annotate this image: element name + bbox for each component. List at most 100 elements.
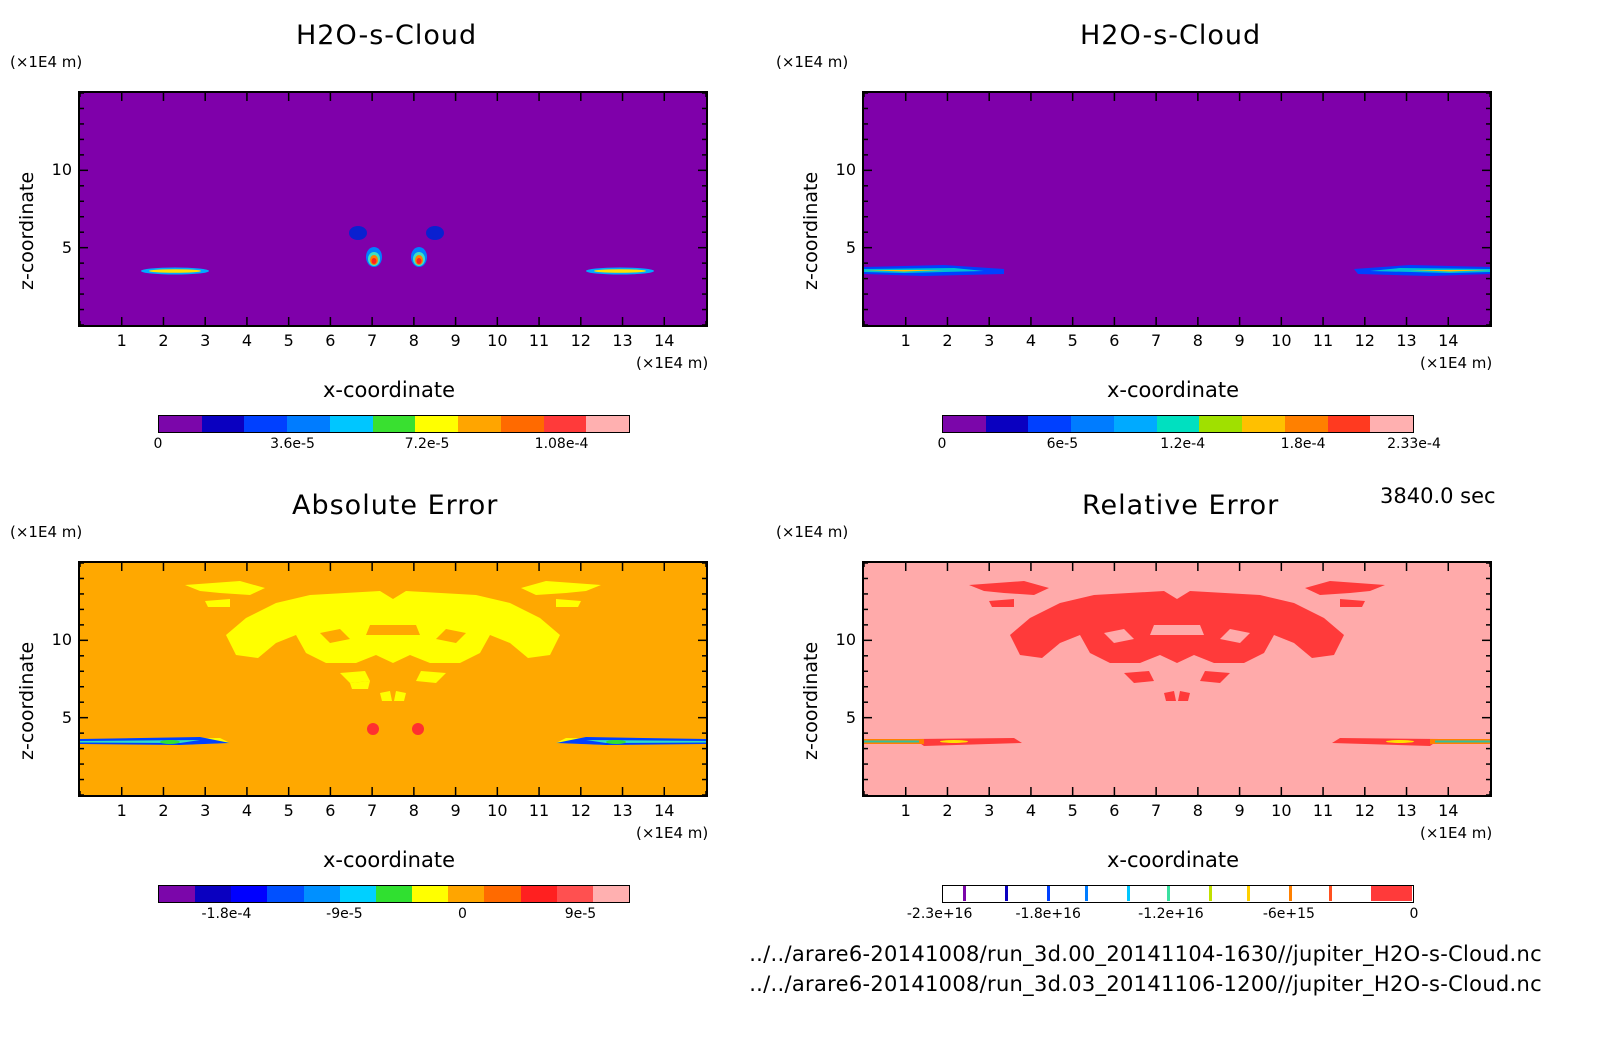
colorbar-tick-label: -9e-5 (326, 906, 363, 922)
x-tick-label: 8 (1192, 331, 1203, 350)
colorbar-tick-label: -1.8e+16 (1015, 906, 1081, 922)
x-tick-label: 8 (408, 331, 419, 350)
x-tick-label: 1 (900, 801, 911, 820)
footer-file-path-1: ../../arare6-20141008/run_3d.00_20141104… (749, 942, 1542, 966)
panel3-plot-area (78, 561, 708, 797)
panel1-convective-cells (349, 226, 444, 267)
colorbar-swatch (195, 886, 232, 902)
x-tick-label: 2 (942, 801, 953, 820)
x-tick-label: 4 (241, 331, 253, 350)
panel4-plot-area (862, 561, 1492, 797)
z-tick-label: 5 (845, 707, 856, 727)
panel2-field-background (864, 93, 1490, 325)
x-tick-label: 14 (654, 331, 675, 350)
colorbar-swatch (244, 416, 288, 432)
panel3-layer-anomaly-right (556, 737, 706, 745)
colorbar-swatch (1284, 416, 1328, 432)
colorbar-swatch (231, 886, 268, 902)
x-tick-label: 9 (1234, 331, 1245, 350)
panel3-red-cells (367, 723, 424, 735)
x-tick-label: 2 (158, 331, 169, 350)
x-tick-label: 2 (942, 331, 953, 350)
colorbar-tick-label: 2.33e-4 (1387, 436, 1441, 452)
colorbar-swatch (412, 886, 449, 902)
x-tick-label: 10 (487, 331, 508, 350)
colorbar-tick-label: -6e+15 (1262, 906, 1315, 922)
colorbar-tick-label: 0 (1409, 906, 1419, 922)
z-tick-label: 10 (835, 630, 856, 650)
x-tick-label: 1 (900, 331, 911, 350)
x-tick-label: 9 (1234, 801, 1245, 820)
panel4-z-axis-label: z-coordinate (800, 641, 822, 760)
panel2-plot-area (862, 91, 1492, 327)
colorbar-tick-label: -1.2e+16 (1138, 906, 1204, 922)
colorbar-tick-label: 6e-5 (1046, 436, 1079, 452)
x-tick-label: 6 (325, 801, 336, 820)
colorbar-swatch (1113, 416, 1157, 432)
panel4-pink-holes (1104, 625, 1250, 643)
panel1-plot-area (78, 91, 708, 327)
colorbar-tick-label: 1.08e-4 (534, 436, 589, 452)
z-tick-label: 5 (845, 237, 856, 257)
panel4-colorbar (942, 885, 1414, 903)
x-tick-label: 10 (1271, 331, 1292, 350)
x-tick-label: 3 (200, 801, 211, 820)
panel1-z-unit: (×1E4 m) (10, 53, 83, 71)
panel2-colorbar (942, 415, 1414, 433)
panel1-cloud-layer-right (586, 267, 654, 275)
colorbar-tick-label: 3.6e-5 (270, 436, 315, 452)
colorbar-tick-label: 0 (457, 906, 467, 922)
x-tick-label: 8 (1192, 801, 1203, 820)
x-tick-label: 13 (612, 331, 633, 350)
colorbar-swatch (159, 416, 202, 432)
x-tick-label: 13 (1396, 801, 1417, 820)
colorbar-tick-label: 1.2e-4 (1160, 436, 1206, 452)
colorbar-swatch (943, 416, 986, 432)
colorbar-swatch (458, 416, 501, 432)
x-tick-label: 4 (1025, 331, 1037, 350)
panel3-z-unit: (×1E4 m) (10, 523, 83, 541)
panel4-field-background (864, 563, 1490, 795)
x-tick-label: 6 (1109, 801, 1120, 820)
z-tick-label: 5 (61, 707, 72, 727)
panel3-z-axis-label: z-coordinate (16, 641, 38, 760)
colorbar-swatch (1327, 416, 1371, 432)
x-tick-label: 11 (1312, 801, 1334, 820)
panel1-x-unit: (×1E4 m) (636, 354, 709, 372)
panel3-x-unit: (×1E4 m) (636, 824, 709, 842)
colorbar-swatch (556, 886, 593, 902)
panel3-field-background (80, 563, 706, 795)
colorbar-swatch (159, 886, 196, 902)
colorbar-swatch (339, 886, 376, 902)
x-tick-label: 4 (1025, 801, 1037, 820)
x-tick-label: 7 (1151, 331, 1162, 350)
x-tick-label: 12 (1354, 801, 1375, 820)
colorbar-swatch (1156, 416, 1200, 432)
panel2-title: H2O-s-Cloud (1080, 20, 1262, 51)
colorbar-swatch (484, 886, 521, 902)
x-tick-label: 14 (1438, 331, 1459, 350)
panel4-layer-anomaly-left (864, 739, 968, 744)
x-tick-label: 7 (1151, 801, 1162, 820)
colorbar-swatch (520, 886, 557, 902)
colorbar-swatch (543, 416, 587, 432)
x-tick-label: 9 (450, 801, 461, 820)
panel3-orange-holes (320, 625, 466, 643)
colorbar-swatch (1242, 416, 1285, 432)
panel1-colorbar (158, 415, 630, 433)
x-tick-label: 12 (570, 331, 591, 350)
x-tick-label: 11 (528, 801, 550, 820)
x-tick-label: 8 (408, 801, 419, 820)
x-tick-label: 7 (367, 331, 378, 350)
x-tick-label: 7 (367, 801, 378, 820)
panel4-z-unit: (×1E4 m) (776, 523, 849, 541)
z-tick-label: 10 (835, 160, 856, 180)
footer-file-path-2: ../../arare6-20141008/run_3d.03_20141106… (749, 972, 1542, 996)
x-tick-label: 12 (570, 801, 591, 820)
colorbar-tick-label: 0 (153, 436, 163, 452)
panel3-layer-anomaly-left (80, 737, 230, 745)
x-tick-label: 12 (1354, 331, 1375, 350)
colorbar-swatch (1071, 416, 1114, 432)
panel3-x-axis-label: x-coordinate (323, 848, 456, 872)
colorbar-swatch (448, 886, 485, 902)
